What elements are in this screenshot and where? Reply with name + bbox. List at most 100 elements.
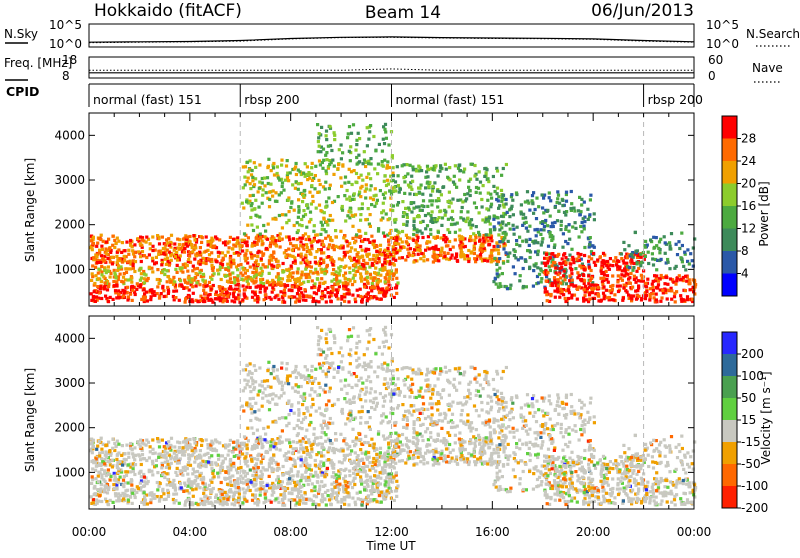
velocity-cell — [346, 491, 349, 494]
velocity-cell — [170, 462, 173, 465]
power-cell — [178, 243, 181, 246]
power-cell — [361, 255, 364, 258]
power-cell — [541, 237, 544, 240]
velocity-cell — [369, 476, 372, 479]
power-cell — [243, 295, 246, 298]
velocity-cell — [186, 489, 189, 492]
power-cell — [463, 257, 466, 260]
power-cell — [111, 262, 114, 265]
power-cell — [630, 260, 633, 263]
power-cell — [359, 186, 362, 189]
power-cell — [622, 296, 625, 299]
power-cell — [359, 288, 362, 291]
power-cell — [303, 288, 306, 291]
power-cell — [394, 218, 397, 221]
power-cell — [510, 207, 513, 210]
power-cell — [304, 175, 307, 178]
power-cell — [304, 268, 307, 271]
power-cell — [540, 269, 543, 272]
power-cell — [268, 198, 271, 201]
power-cell — [265, 247, 268, 250]
power-cell — [254, 280, 257, 283]
power-cell — [353, 263, 356, 266]
power-cell — [322, 148, 325, 151]
power-cell — [379, 244, 382, 247]
power-cell — [122, 280, 125, 283]
power-cell — [640, 261, 643, 264]
velocity-cell — [198, 486, 201, 489]
velocity-cell — [348, 469, 351, 472]
velocity-cell — [359, 491, 362, 494]
power-cell — [667, 289, 670, 292]
power-cell — [249, 194, 252, 197]
power-cell — [454, 238, 457, 241]
power-cell — [326, 264, 329, 267]
power-cell — [241, 202, 244, 205]
power-cell — [95, 245, 98, 248]
power-cell — [98, 251, 101, 254]
power-cell — [316, 191, 319, 194]
power-cell — [461, 206, 464, 209]
power-cell — [555, 271, 558, 274]
power-cell — [420, 252, 423, 255]
velocity-cell — [178, 502, 181, 505]
power-cell — [415, 241, 418, 244]
power-cell — [351, 225, 354, 228]
nsky-tick-bottom: 10^0 — [49, 37, 82, 51]
power-cell — [528, 244, 531, 247]
power-cell — [583, 220, 586, 223]
velocity-cell — [349, 481, 352, 484]
power-cell — [512, 213, 515, 216]
power-cell — [269, 241, 272, 244]
velocity-cell — [143, 495, 146, 498]
velocity-cell — [341, 461, 344, 464]
velocity-cell — [210, 502, 213, 505]
power-cell — [388, 284, 391, 287]
power-cell — [283, 294, 286, 297]
velocity-cell — [320, 480, 323, 483]
velocity-cell — [335, 439, 338, 442]
power-cell — [222, 294, 225, 297]
power-cell — [398, 231, 401, 234]
power-cell — [680, 300, 683, 303]
power-cell — [492, 185, 495, 188]
power-cell — [603, 277, 606, 280]
power-cell — [369, 188, 372, 191]
power-cell — [247, 177, 250, 180]
power-cell — [410, 175, 413, 178]
power-cell — [508, 215, 511, 218]
power-cell — [358, 207, 361, 210]
power-cell — [501, 221, 504, 224]
power-cell — [105, 271, 108, 274]
power-cell — [473, 201, 476, 204]
power-cell — [361, 202, 364, 205]
power-cell — [617, 260, 620, 263]
velocity-cell — [290, 468, 293, 471]
power-cell — [449, 257, 452, 260]
colorbar-swatch — [722, 184, 737, 207]
power-cell — [549, 199, 552, 202]
velocity-cell — [151, 473, 154, 476]
velocity-cell — [275, 478, 278, 481]
power-cell — [402, 223, 405, 226]
power-cell — [297, 267, 300, 270]
power-cell — [540, 280, 543, 283]
power-cell — [292, 244, 295, 247]
power-cell — [366, 262, 369, 265]
power-cell — [633, 275, 636, 278]
power-cell — [554, 296, 557, 299]
power-cell — [302, 295, 305, 298]
power-cell — [232, 238, 235, 241]
power-cell — [166, 286, 169, 289]
power-cell — [257, 190, 260, 193]
power-cell — [570, 296, 573, 299]
power-cell — [383, 180, 386, 183]
velocity-cell — [228, 475, 231, 478]
power-cell — [103, 259, 106, 262]
velocity-cell — [274, 497, 277, 500]
power-cell — [403, 180, 406, 183]
power-cell — [338, 257, 341, 260]
velocity-cell — [92, 498, 95, 501]
power-cell — [263, 184, 266, 187]
power-cell — [634, 231, 637, 234]
